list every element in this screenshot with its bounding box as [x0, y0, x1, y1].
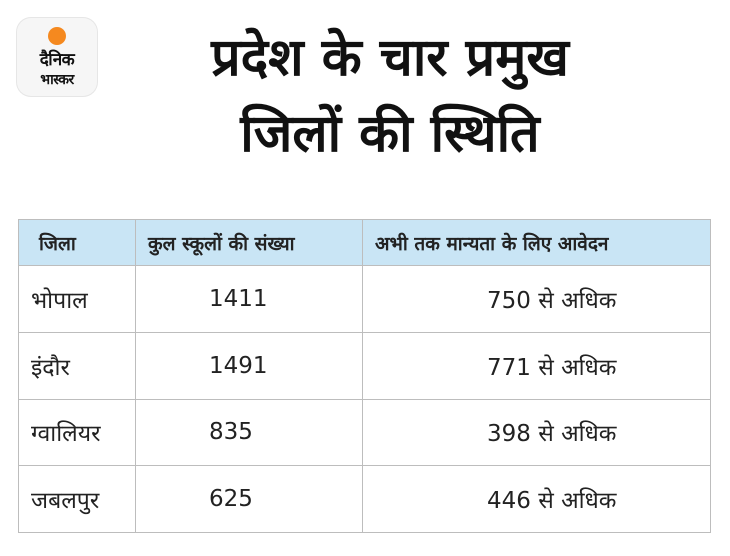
- schools-count-cell: 1491: [135, 331, 363, 400]
- table-header-row: जिला कुल स्कूलों की संख्या अभी तक मान्यत…: [18, 219, 711, 266]
- district-cell: इंदौर: [18, 331, 136, 400]
- brand-line-1: दैनिक: [39, 50, 75, 70]
- applications-cell: 750 से अधिक: [362, 265, 711, 333]
- schools-count-cell: 625: [135, 465, 363, 533]
- title-line-2: जिलों की स्थिति: [240, 104, 540, 164]
- table-row: जबलपुर 625 446 से अधिक: [18, 465, 711, 533]
- page-title: प्रदेश के चार प्रमुख जिलों की स्थिति: [110, 20, 670, 172]
- schools-count-cell: 1411: [135, 265, 363, 333]
- district-cell: ग्वालियर: [18, 398, 136, 467]
- brand-logo: दैनिक भास्कर: [17, 18, 97, 96]
- table-row: ग्वालियर 835 398 से अधिक: [18, 398, 711, 467]
- district-status-table: जिला कुल स्कूलों की संख्या अभी तक मान्यत…: [18, 219, 711, 533]
- sun-circle-icon: [48, 27, 66, 45]
- district-cell: भोपाल: [18, 265, 136, 333]
- schools-count-cell: 835: [135, 398, 363, 467]
- column-header-applications: अभी तक मान्यता के लिए आवेदन: [362, 219, 711, 266]
- brand-line-2: भास्कर: [40, 72, 74, 88]
- column-header-schools: कुल स्कूलों की संख्या: [135, 219, 363, 266]
- district-cell: जबलपुर: [18, 465, 136, 533]
- applications-cell: 398 से अधिक: [362, 398, 711, 467]
- title-line-1: प्रदेश के चार प्रमुख: [211, 28, 569, 88]
- table-row: भोपाल 1411 750 से अधिक: [18, 265, 711, 333]
- applications-cell: 446 से अधिक: [362, 465, 711, 533]
- table-row: इंदौर 1491 771 से अधिक: [18, 331, 711, 400]
- column-header-district: जिला: [18, 219, 136, 266]
- applications-cell: 771 से अधिक: [362, 331, 711, 400]
